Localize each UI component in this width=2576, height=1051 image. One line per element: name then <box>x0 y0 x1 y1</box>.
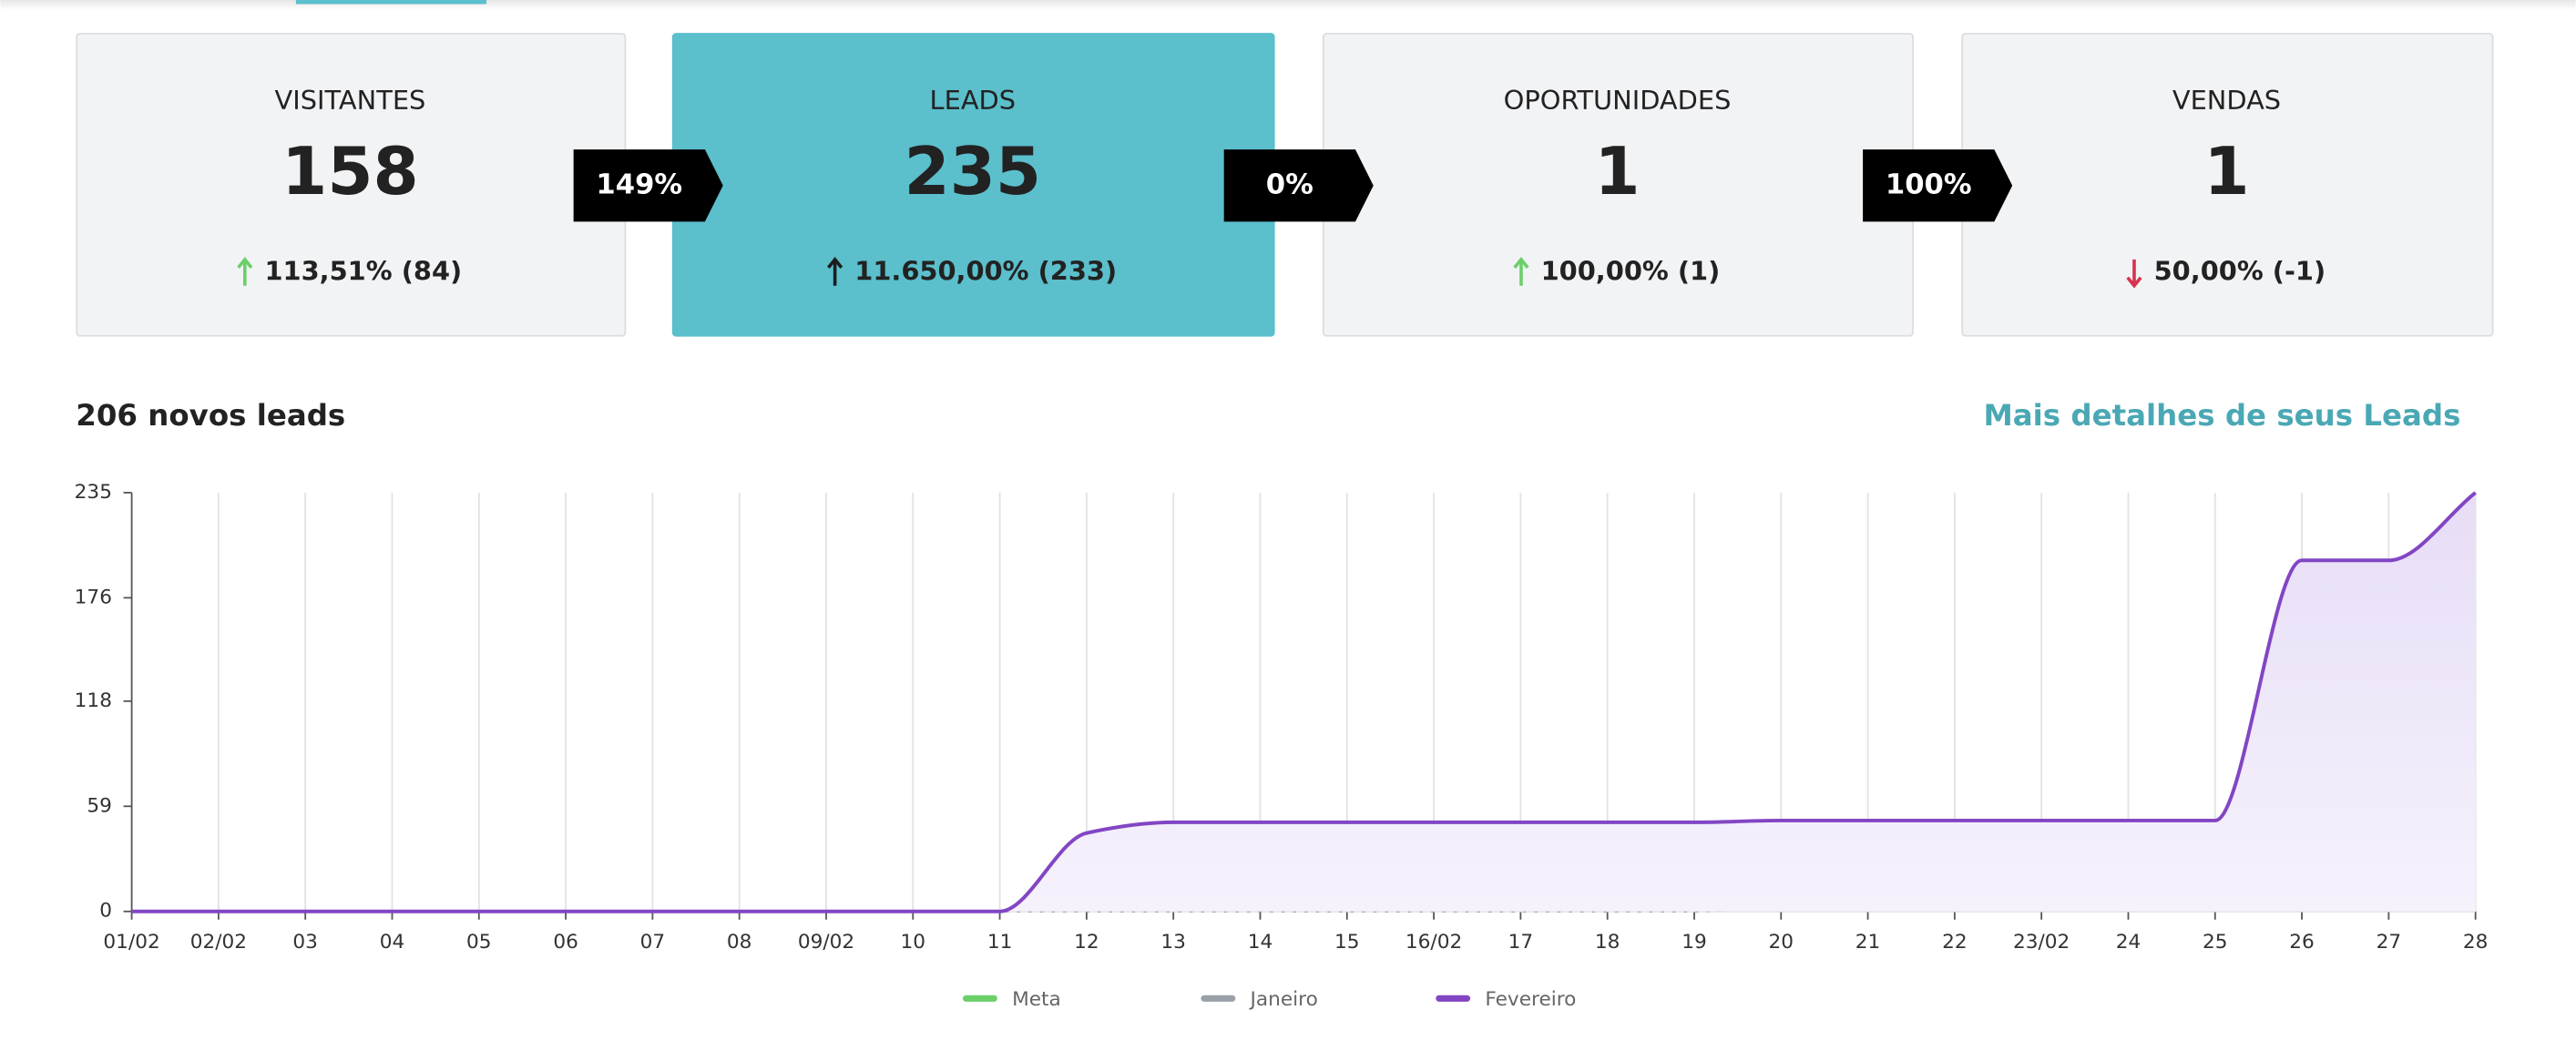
legend-label[interactable]: Janeiro <box>1249 988 1318 1011</box>
x-tick-label: 17 <box>1508 931 1534 954</box>
x-tick-label: 25 <box>2203 931 2228 954</box>
x-tick-label: 27 <box>2377 931 2402 954</box>
arrow-shape <box>827 257 843 286</box>
x-tick-label: 08 <box>727 931 752 954</box>
card-change: 50,00% (-1) <box>2154 255 2326 286</box>
x-tick-label: 14 <box>1248 931 1273 954</box>
x-tick-label: 16/02 <box>1406 931 1462 954</box>
x-tick-label: 23/02 <box>2013 931 2070 954</box>
conversion-rate: 100% <box>1886 168 1972 200</box>
conversion-badge <box>573 149 723 222</box>
arrow-shape <box>237 257 253 286</box>
conversion-badge <box>1863 149 2013 222</box>
trend-arrow <box>1513 257 1529 286</box>
active-tab-indicator <box>295 0 487 5</box>
x-tick-label: 09/02 <box>798 931 854 954</box>
x-tick-label: 02/02 <box>190 931 247 954</box>
x-tick-label: 13 <box>1160 931 1186 954</box>
card-value: 1 <box>1594 134 1640 210</box>
card-change: 11.650,00% (233) <box>854 255 1117 286</box>
x-tick-label: 11 <box>987 931 1013 954</box>
x-tick-label: 12 <box>1074 931 1099 954</box>
card-title: VISITANTES <box>274 85 425 116</box>
x-tick-label: 24 <box>2116 931 2142 954</box>
section-title: 206 novos leads <box>76 398 345 433</box>
series-area <box>131 492 2476 912</box>
x-tick-label: 21 <box>1855 931 1881 954</box>
trend-arrow <box>237 257 253 286</box>
x-tick-label: 19 <box>1682 931 1707 954</box>
series-line <box>131 491 2477 913</box>
x-tick-label: 06 <box>553 931 578 954</box>
arrow-shape <box>2126 259 2142 289</box>
x-tick-label: 22 <box>1942 931 1968 954</box>
x-tick-label: 05 <box>466 931 492 954</box>
y-tick-label: 176 <box>75 586 112 608</box>
x-tick-label: 26 <box>2289 931 2315 954</box>
x-tick-label: 01/02 <box>103 931 159 954</box>
card-value: 235 <box>905 134 1042 210</box>
x-tick-label: 20 <box>1769 931 1794 954</box>
y-tick-label: 0 <box>99 900 112 923</box>
y-tick-label: 59 <box>87 794 112 817</box>
card-value: 1 <box>2203 134 2249 210</box>
x-tick-label: 04 <box>380 931 405 954</box>
x-tick-label: 15 <box>1334 931 1360 954</box>
card-value: 158 <box>281 134 419 210</box>
card-change: 113,51% (84) <box>264 255 462 286</box>
trend-arrow <box>2126 259 2142 289</box>
conversion-rate: 0% <box>1266 168 1314 200</box>
conversion-badge <box>1223 149 1374 222</box>
x-tick-label: 03 <box>292 931 318 954</box>
card-title: LEADS <box>930 85 1017 116</box>
details-link[interactable]: Mais detalhes de seus Leads <box>1984 398 2461 433</box>
x-tick-label: 07 <box>640 931 666 954</box>
x-tick-label: 10 <box>901 931 926 954</box>
card-title: VENDAS <box>2172 85 2281 116</box>
legend-label[interactable]: Fevereiro <box>1485 988 1576 1011</box>
trend-arrow <box>827 257 843 286</box>
card-change: 100,00% (1) <box>1541 255 1721 286</box>
conversion-rate: 149% <box>596 168 682 200</box>
x-tick-label: 18 <box>1595 931 1620 954</box>
arrow-shape <box>1513 257 1529 286</box>
top-shadow <box>0 0 2576 10</box>
y-tick-label: 235 <box>75 481 112 504</box>
legend-label[interactable]: Meta <box>1012 988 1061 1011</box>
y-tick-label: 118 <box>75 689 112 712</box>
x-tick-label: 28 <box>2463 931 2489 954</box>
card-title: OPORTUNIDADES <box>1504 85 1732 116</box>
